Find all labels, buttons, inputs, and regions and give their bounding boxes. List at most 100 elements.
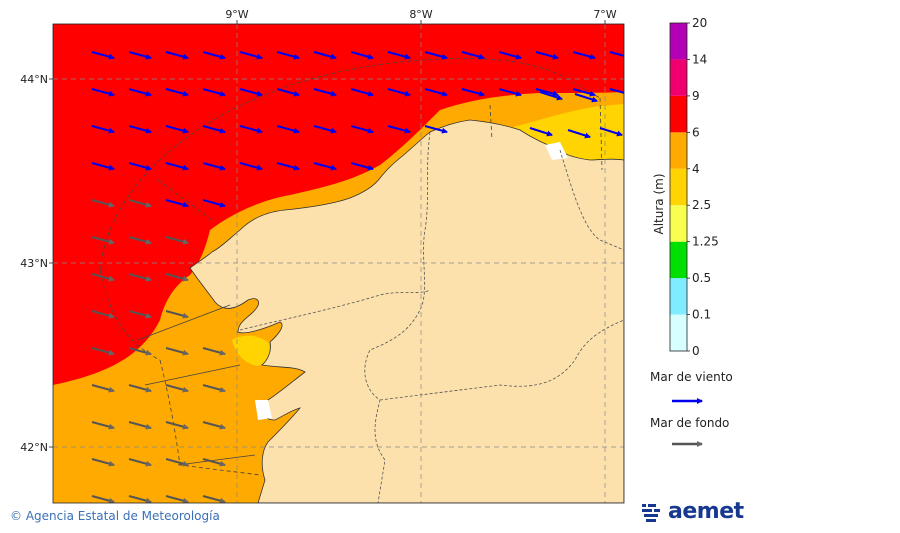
map-frame xyxy=(52,23,625,504)
wind-sea-arrow xyxy=(350,88,374,97)
colorbar-tick-label: 9 xyxy=(692,89,700,103)
wind-sea-arrow xyxy=(276,51,300,60)
copyright-icon: © xyxy=(10,509,22,523)
swell-arrow xyxy=(165,421,189,430)
province-borders xyxy=(239,131,624,503)
swell-arrow xyxy=(91,458,115,467)
wind-sea-arrow xyxy=(202,125,226,134)
colorbar-segment xyxy=(670,205,687,242)
swell-arrow xyxy=(91,384,115,393)
colorbar-tick-label: 2.5 xyxy=(692,198,711,212)
tick-marks xyxy=(49,20,606,448)
swell-arrow xyxy=(128,384,152,393)
colorbar-segment xyxy=(670,278,687,315)
swell-arrow xyxy=(128,273,152,282)
wind-sea-arrow xyxy=(202,51,226,60)
wind-sea-arrow xyxy=(572,88,596,97)
wind-sea-arrow xyxy=(567,129,591,139)
swell-arrow xyxy=(165,273,189,282)
lat-tick-44n: 44°N xyxy=(20,73,48,86)
wind-sea-arrow xyxy=(535,51,559,60)
wind-sea-arrow xyxy=(165,51,189,60)
swell-arrow xyxy=(202,384,226,393)
wind-sea-arrow xyxy=(165,88,189,97)
lat-tick-43n: 43°N xyxy=(20,257,48,270)
colorbar-tick-label: 1.25 xyxy=(692,235,719,249)
wind-sea-arrow xyxy=(424,88,448,97)
swell-arrow xyxy=(202,458,226,467)
wind-sea-arrow xyxy=(128,88,152,97)
no-data-patch-ria xyxy=(255,400,272,420)
swell-arrow xyxy=(165,236,189,245)
map-plot-area xyxy=(53,24,669,503)
colorbar-frame xyxy=(669,22,688,352)
legend-swell-label: Mar de fondo xyxy=(650,416,729,430)
colorbar-tick-label: 6 xyxy=(692,125,700,139)
wind-sea-arrow xyxy=(91,88,115,97)
copyright-text: Agencia Estatal de Meteorología xyxy=(25,509,220,523)
colorbar-tick-label: 0.5 xyxy=(692,271,711,285)
lat-tick-42n: 42°N xyxy=(20,441,48,454)
wind-sea-arrow xyxy=(461,51,485,60)
swell-arrow xyxy=(128,310,152,319)
colorbar-label: Altura (m) xyxy=(652,173,666,234)
colorbar-segment xyxy=(670,95,687,133)
wind-sea-arrow xyxy=(461,88,485,97)
aemet-logo-icon xyxy=(642,504,660,522)
swell-arrow xyxy=(128,347,152,356)
swell-arrow xyxy=(165,310,189,319)
wind-sea-arrow xyxy=(202,162,226,171)
wind-sea-arrow xyxy=(647,89,669,95)
colorbar-segment xyxy=(670,23,687,60)
maritime-subzone-lines xyxy=(137,304,256,466)
wind-sea-arrow xyxy=(128,51,152,60)
swell-arrow xyxy=(128,199,152,208)
wind-sea-arrow xyxy=(202,88,226,97)
colorbar-segment xyxy=(670,241,687,279)
lon-tick-7w: 7°W xyxy=(593,8,616,21)
wind-sea-arrow xyxy=(91,162,115,171)
wind-sea-arrow xyxy=(387,51,411,60)
swell-arrow xyxy=(91,236,115,245)
wind-sea-arrow xyxy=(350,162,374,171)
swell-arrow xyxy=(165,347,189,356)
wind-sea-arrow xyxy=(91,51,115,60)
swell-arrow xyxy=(202,421,226,430)
colorbar-segment xyxy=(670,132,687,169)
sea-band-2.5-4-ria xyxy=(232,335,270,366)
wind-sea-arrow xyxy=(535,88,559,97)
wind-sea-arrow xyxy=(165,199,189,208)
wind-sea-arrow xyxy=(574,93,598,103)
swell-arrow xyxy=(128,458,152,467)
wind-sea-arrow xyxy=(424,125,448,134)
graticule xyxy=(53,24,624,503)
legend-wind-sea-label: Mar de viento xyxy=(650,370,733,384)
wind-sea-arrow xyxy=(609,88,624,94)
swell-arrow xyxy=(202,495,226,503)
wind-sea-arrow xyxy=(91,125,115,134)
swell-arrow xyxy=(91,495,115,503)
wind-sea-arrow xyxy=(350,51,374,60)
aemet-logo-text: aemet xyxy=(668,499,744,524)
swell-arrow xyxy=(91,310,115,319)
sea-band-2.5-4-east xyxy=(510,104,624,160)
wind-sea-arrow xyxy=(313,162,337,171)
wind-sea-arrow xyxy=(313,125,337,134)
swell-arrow xyxy=(165,384,189,393)
wind-sea-arrow xyxy=(165,125,189,134)
wind-sea-arrow xyxy=(599,127,623,137)
wind-sea-arrow xyxy=(276,162,300,171)
wind-sea-arrow xyxy=(313,88,337,97)
lat-tick-labels: 44°N 43°N 42°N xyxy=(20,73,48,454)
swell-arrow xyxy=(91,273,115,282)
colorbar-segment xyxy=(670,168,687,206)
wind-sea-arrow xyxy=(387,88,411,97)
colorbar-tick-label: 14 xyxy=(692,52,707,66)
lon-tick-8w: 8°W xyxy=(409,8,432,21)
wind-sea-arrow xyxy=(647,52,669,58)
wind-sea-arrow xyxy=(539,91,563,101)
swell-arrow xyxy=(202,347,226,356)
swell-arrow xyxy=(128,495,152,503)
wind-sea-arrow xyxy=(313,51,337,60)
